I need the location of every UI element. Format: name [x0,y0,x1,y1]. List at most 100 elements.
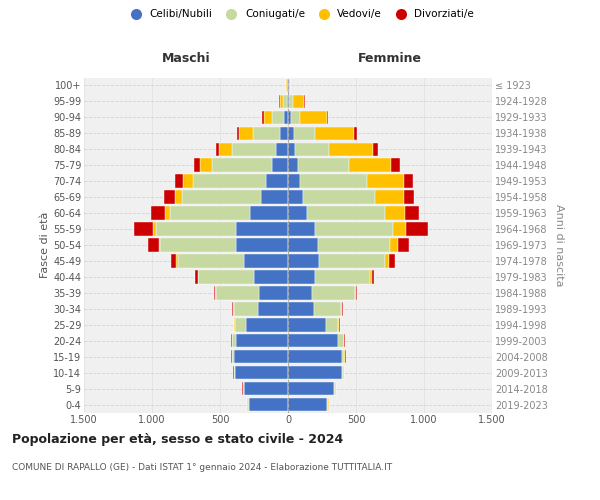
Bar [327,110,328,124]
Bar [134,222,152,236]
Bar [391,158,400,172]
Bar [288,190,303,204]
Bar [284,110,288,124]
Bar [288,382,334,396]
Bar [288,286,313,300]
Bar [280,126,288,140]
Bar [262,110,263,124]
Bar [319,254,385,268]
Bar [160,238,236,252]
Bar [334,382,335,396]
Bar [390,238,398,252]
Bar [215,286,216,300]
Bar [272,158,288,172]
Bar [288,110,292,124]
Bar [385,206,405,220]
Bar [339,318,340,332]
Bar [244,382,288,396]
Bar [404,190,415,204]
Bar [232,142,276,156]
Bar [279,94,280,108]
Bar [326,318,338,332]
Bar [288,142,295,156]
Bar [349,158,391,172]
Bar [329,142,373,156]
Bar [355,286,356,300]
Bar [373,142,379,156]
Bar [328,398,329,411]
Bar [344,350,345,364]
Bar [288,174,300,188]
Bar [288,334,338,347]
Bar [175,190,182,204]
Legend: Celibi/Nubili, Coniugati/e, Vedovi/e, Divorziati/e: Celibi/Nubili, Coniugati/e, Vedovi/e, Di… [122,5,478,24]
Bar [250,206,288,220]
Bar [345,350,346,364]
Bar [298,158,349,172]
Bar [259,286,288,300]
Bar [247,398,248,411]
Bar [283,94,287,108]
Bar [287,78,288,92]
Bar [313,286,355,300]
Bar [148,238,159,252]
Bar [299,110,327,124]
Bar [263,110,272,124]
Bar [293,94,304,108]
Bar [235,366,288,380]
Bar [404,174,413,188]
Bar [182,190,261,204]
Bar [389,254,395,268]
Bar [288,270,315,283]
Y-axis label: Fasce di età: Fasce di età [40,212,50,278]
Bar [335,382,336,396]
Bar [342,302,343,316]
Bar [254,270,288,283]
Bar [232,302,233,316]
Bar [315,270,370,283]
Bar [276,142,288,156]
Bar [194,158,200,172]
Bar [288,350,343,364]
Bar [234,318,235,332]
Bar [233,302,258,316]
Bar [288,302,314,316]
Bar [314,126,354,140]
Bar [300,174,367,188]
Bar [288,94,289,108]
Bar [253,126,280,140]
Bar [385,254,389,268]
Bar [237,126,239,140]
Bar [272,110,284,124]
Bar [289,78,290,92]
Bar [234,366,235,380]
Bar [198,270,254,283]
Bar [370,270,371,283]
Bar [246,318,288,332]
Bar [197,270,198,283]
Bar [176,254,178,268]
Bar [288,318,326,332]
Bar [244,254,288,268]
Bar [356,286,357,300]
Bar [288,222,315,236]
Bar [235,318,246,332]
Bar [338,334,344,347]
Bar [288,398,328,411]
Bar [315,222,393,236]
Text: Maschi: Maschi [161,52,211,64]
Text: Popolazione per età, sesso e stato civile - 2024: Popolazione per età, sesso e stato civil… [12,432,343,446]
Bar [314,302,341,316]
Bar [266,174,288,188]
Bar [288,158,298,172]
Y-axis label: Anni di nascita: Anni di nascita [554,204,565,286]
Bar [288,78,289,92]
Bar [341,302,342,316]
Bar [178,254,244,268]
Bar [175,174,183,188]
Bar [164,190,175,204]
Bar [303,190,375,204]
Bar [375,190,404,204]
Bar [183,174,193,188]
Bar [231,350,232,364]
